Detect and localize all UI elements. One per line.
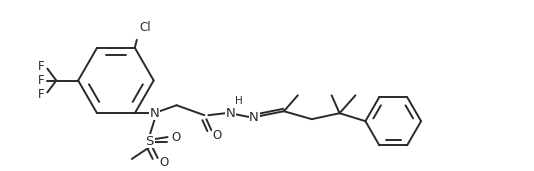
Text: O: O [160,156,169,169]
Text: O: O [213,129,222,142]
Text: N: N [225,107,235,120]
Text: Cl: Cl [140,21,152,34]
Text: H: H [235,96,243,106]
Text: N: N [150,107,160,120]
Text: F: F [38,60,44,73]
Text: S: S [146,135,154,148]
Text: O: O [171,131,181,144]
Text: F: F [38,88,44,101]
Text: N: N [249,111,259,124]
Text: F: F [38,74,44,87]
